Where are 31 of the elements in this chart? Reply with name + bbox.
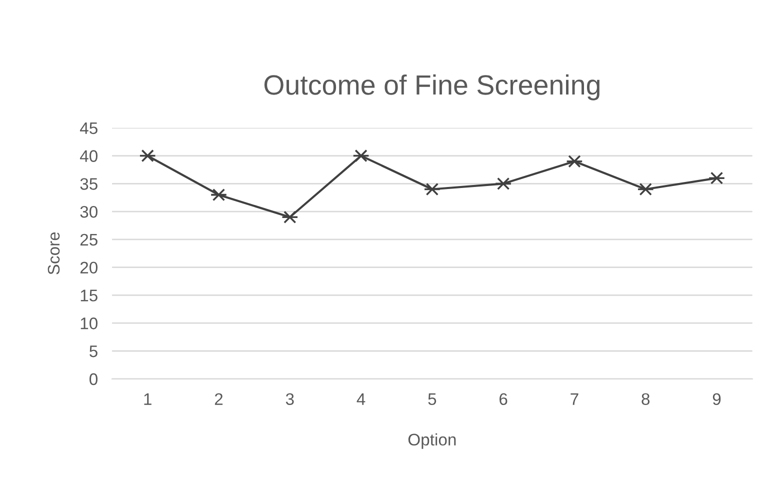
x-tick-label: 4 xyxy=(356,393,366,405)
point xyxy=(352,149,370,162)
x-tick-label: 5 xyxy=(428,393,436,406)
x-tick-label: 2 xyxy=(214,393,223,405)
y-tick-label: 5 xyxy=(90,346,98,358)
y-tick-label: 0 xyxy=(90,373,98,386)
y-tick-label: 20 xyxy=(80,262,98,274)
point xyxy=(566,155,584,168)
y-tick-label: 10 xyxy=(80,318,98,330)
point xyxy=(210,188,228,202)
point xyxy=(637,182,654,196)
x-axis-title: Option xyxy=(408,433,456,449)
y-axis-title: Score xyxy=(48,232,60,274)
point xyxy=(708,172,726,184)
y-tick-label: 30 xyxy=(80,206,98,218)
x-tick-label: 9 xyxy=(712,393,721,406)
point xyxy=(139,149,156,162)
x-tick-label: 8 xyxy=(642,393,650,406)
chart-title: Outcome of Fine Screening xyxy=(264,74,600,100)
y-tick-label: 15 xyxy=(80,290,98,302)
y-tick-label: 35 xyxy=(80,178,98,190)
y-tick-label: 45 xyxy=(80,122,98,134)
x-tick-label: 1 xyxy=(144,393,152,405)
x-tick-label: 3 xyxy=(286,393,294,406)
point xyxy=(494,177,512,190)
point xyxy=(424,182,441,196)
x-tick-label: 6 xyxy=(500,393,508,406)
y-tick-label: 40 xyxy=(80,150,98,162)
point xyxy=(281,210,298,224)
y-tick-label: 25 xyxy=(80,234,98,246)
x-tick-label: 7 xyxy=(570,393,578,405)
